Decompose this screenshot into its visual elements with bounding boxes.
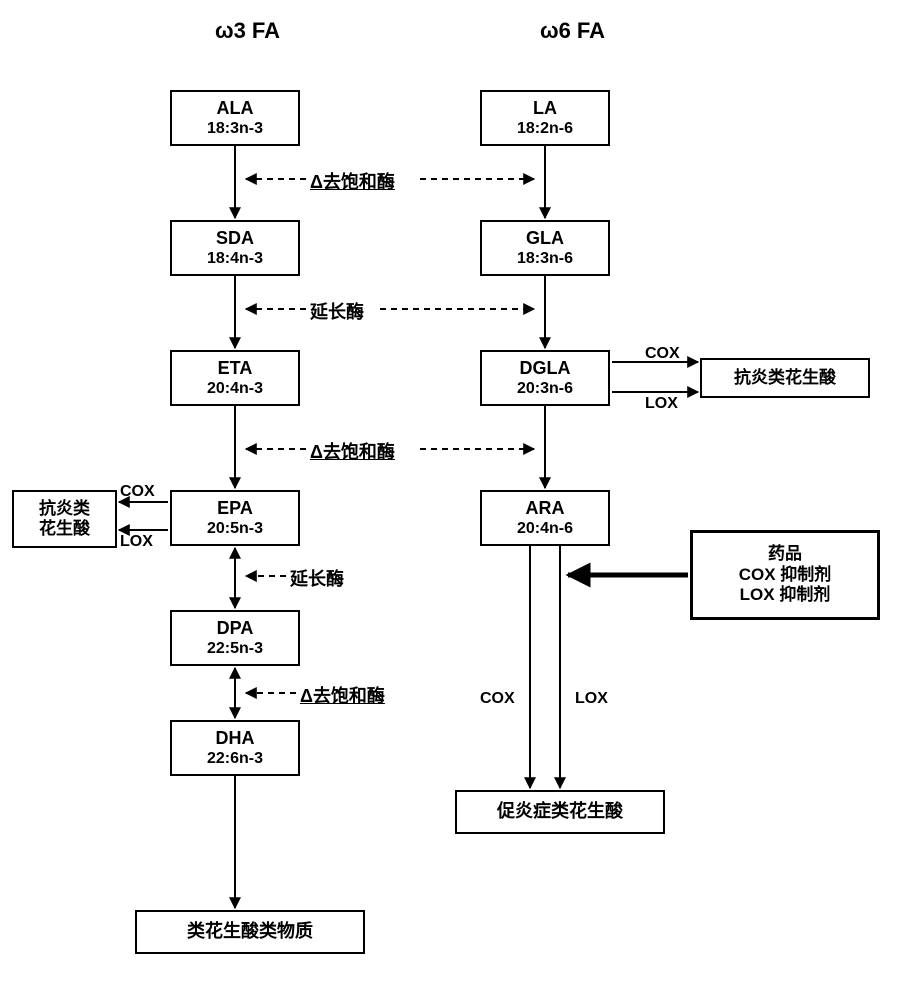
node-eta: ETA 20:4n-3 bbox=[170, 350, 300, 406]
node-drugs-l3: LOX 抑制剂 bbox=[740, 585, 831, 605]
label-cox-dgla: COX bbox=[645, 345, 680, 363]
node-eta-label: ETA bbox=[218, 358, 253, 380]
label-cox-epa: COX bbox=[120, 483, 155, 501]
node-anti-infl-right-l1: 抗炎类花生酸 bbox=[734, 368, 836, 388]
node-drugs-l1: 药品 bbox=[768, 544, 802, 564]
node-proinfl: 促炎症类花生酸 bbox=[455, 790, 665, 834]
node-dpa-label: DPA bbox=[217, 618, 254, 640]
header-omega6: ω6 FA bbox=[540, 18, 605, 44]
node-dha-label: DHA bbox=[216, 728, 255, 750]
node-dgla: DGLA 20:3n-6 bbox=[480, 350, 610, 406]
label-elongase-1: 延长酶 bbox=[310, 298, 364, 324]
label-lox-ara: LOX bbox=[575, 690, 608, 708]
label-elongase-2: 延长酶 bbox=[290, 565, 344, 591]
node-gla-sub: 18:3n-6 bbox=[517, 249, 573, 268]
node-dgla-label: DGLA bbox=[520, 358, 571, 380]
label-cox-ara: COX bbox=[480, 690, 515, 708]
node-sda-sub: 18:4n-3 bbox=[207, 249, 263, 268]
node-anti-infl-left-l2: 花生酸 bbox=[39, 519, 90, 539]
node-la-label: LA bbox=[533, 98, 557, 120]
node-la: LA 18:2n-6 bbox=[480, 90, 610, 146]
node-ala-sub: 18:3n-3 bbox=[207, 119, 263, 138]
node-anti-infl-left: 抗炎类 花生酸 bbox=[12, 490, 117, 548]
node-drugs-l2: COX 抑制剂 bbox=[739, 565, 832, 585]
node-ara-sub: 20:4n-6 bbox=[517, 519, 573, 538]
label-d5-desaturase: Δ去饱和酶 bbox=[310, 438, 395, 464]
node-ara: ARA 20:4n-6 bbox=[480, 490, 610, 546]
node-sda: SDA 18:4n-3 bbox=[170, 220, 300, 276]
node-gla-label: GLA bbox=[526, 228, 564, 250]
node-anti-infl-right: 抗炎类花生酸 bbox=[700, 358, 870, 398]
node-dgla-sub: 20:3n-6 bbox=[517, 379, 573, 398]
label-lox-epa: LOX bbox=[120, 533, 153, 551]
node-dpa: DPA 22:5n-3 bbox=[170, 610, 300, 666]
label-d6-desaturase: Δ去饱和酶 bbox=[310, 168, 395, 194]
node-dpa-sub: 22:5n-3 bbox=[207, 639, 263, 658]
node-eta-sub: 20:4n-3 bbox=[207, 379, 263, 398]
node-gla: GLA 18:3n-6 bbox=[480, 220, 610, 276]
node-ala: ALA 18:3n-3 bbox=[170, 90, 300, 146]
node-eicosanoids: 类花生酸类物质 bbox=[135, 910, 365, 954]
node-epa-sub: 20:5n-3 bbox=[207, 519, 263, 538]
node-proinfl-l1: 促炎症类花生酸 bbox=[497, 801, 623, 823]
node-eicosanoids-l1: 类花生酸类物质 bbox=[187, 921, 313, 943]
label-lox-dgla: LOX bbox=[645, 395, 678, 413]
node-sda-label: SDA bbox=[216, 228, 254, 250]
node-ala-label: ALA bbox=[217, 98, 254, 120]
label-d4-desaturase: Δ去饱和酶 bbox=[300, 682, 385, 708]
node-epa-label: EPA bbox=[217, 498, 253, 520]
node-la-sub: 18:2n-6 bbox=[517, 119, 573, 138]
node-epa: EPA 20:5n-3 bbox=[170, 490, 300, 546]
header-omega3: ω3 FA bbox=[215, 18, 280, 44]
node-anti-infl-left-l1: 抗炎类 bbox=[39, 499, 90, 519]
node-dha: DHA 22:6n-3 bbox=[170, 720, 300, 776]
node-drugs: 药品 COX 抑制剂 LOX 抑制剂 bbox=[690, 530, 880, 620]
node-ara-label: ARA bbox=[526, 498, 565, 520]
diagram-canvas: ω3 FA ω6 FA ALA 18:3n-3 SDA 18:4n-3 ETA … bbox=[0, 0, 915, 1000]
node-dha-sub: 22:6n-3 bbox=[207, 749, 263, 768]
